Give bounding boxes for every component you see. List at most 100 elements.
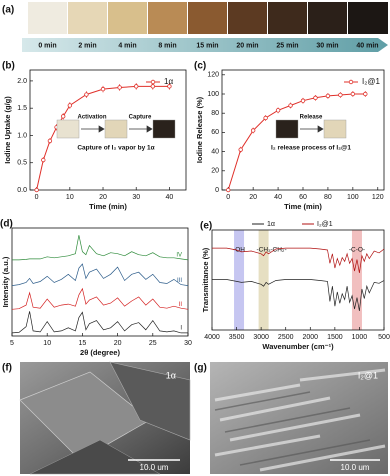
sem-tag: 1α — [166, 370, 176, 380]
y-tick-label: 100 — [207, 91, 219, 98]
x-tick-label: 20 — [249, 194, 257, 201]
data-point — [34, 187, 39, 193]
x-tick-label: 120 — [372, 194, 384, 201]
plot-frame — [221, 69, 385, 191]
x-tick-label: 40 — [166, 194, 174, 201]
data-point — [250, 128, 256, 133]
x-tick-label: 5 — [10, 340, 14, 347]
band-label: -CH₂- — [270, 247, 286, 254]
y-tick-label: 0.0 — [17, 187, 27, 194]
plot-frame — [211, 229, 385, 331]
sem-tag: I₂@1 — [358, 370, 378, 380]
data-point — [41, 157, 46, 163]
x-axis-label: Time (min) — [284, 202, 322, 211]
data-point — [47, 138, 53, 144]
data-point — [84, 92, 89, 97]
data-line — [212, 247, 385, 273]
time-label: 40 min — [356, 42, 378, 49]
panel-label: (d) — [0, 219, 13, 230]
data-point — [313, 95, 318, 101]
data-point — [325, 93, 331, 99]
y-axis-label: Transmittance (%) — [201, 247, 210, 312]
x-tick-label: 30 — [132, 194, 140, 201]
y-axis-label: Intensity (a.u.) — [1, 256, 10, 307]
x-tick-label: 4000 — [204, 334, 220, 341]
x-tick-label: 500 — [378, 334, 390, 341]
x-tick-label: 0 — [226, 194, 230, 201]
x-tick-label: 2500 — [278, 334, 294, 341]
time-label: 2 min — [78, 42, 96, 49]
panel-label: (c) — [194, 61, 206, 72]
scale-bar-label: 10.0 um — [140, 463, 169, 472]
time-label: 0 min — [38, 42, 56, 49]
data-point — [226, 187, 231, 193]
inset-arrow — [129, 125, 153, 133]
data-point — [350, 91, 356, 97]
data-point — [134, 84, 139, 89]
x-tick-label: 20 — [99, 194, 107, 201]
y-tick-label: 40 — [211, 148, 219, 155]
legend-label: 1α — [164, 77, 173, 86]
time-label: 15 min — [196, 42, 218, 49]
data-line — [11, 263, 189, 286]
time-label: 4 min — [118, 42, 136, 49]
plot-frame — [11, 227, 189, 337]
y-tick-label: 1.0 — [17, 132, 27, 139]
data-point — [100, 86, 106, 92]
legend-marker — [150, 79, 156, 85]
y-axis-label: Iodine Release (%) — [195, 96, 204, 163]
inset-arrow — [81, 125, 105, 133]
data-line — [36, 85, 170, 191]
panel-label: (g) — [194, 363, 207, 374]
x-tick-label: 60 — [299, 194, 307, 201]
inset-arrow — [300, 125, 324, 133]
inset-photo — [104, 119, 128, 139]
y-tick-label: 120 — [207, 72, 219, 79]
trace-label: II — [179, 302, 183, 308]
inset-step: Activation — [77, 115, 106, 121]
band — [258, 230, 269, 330]
x-tick-label: 30 — [184, 340, 192, 347]
data-point — [60, 114, 66, 119]
inset-photo — [275, 119, 299, 139]
x-tick-label: 3500 — [229, 334, 245, 341]
x-tick-label: 1000 — [352, 334, 368, 341]
y-tick-label: 80 — [211, 110, 219, 117]
trace-label: I — [180, 325, 182, 331]
trace-label: III — [177, 278, 182, 284]
photo-strip — [22, 2, 388, 52]
panel-label: (e) — [200, 221, 212, 232]
data-point — [117, 85, 122, 90]
band-label: -C-O- — [349, 247, 365, 254]
x-axis-label: Time (min) — [89, 202, 127, 211]
inset-photo — [56, 119, 80, 139]
legend-label: 1α — [267, 221, 275, 228]
data-line — [227, 93, 366, 191]
data-point — [238, 147, 243, 152]
legend-label: I₂@1 — [317, 221, 333, 228]
y-tick-label: 60 — [211, 129, 219, 136]
x-tick-label: 100 — [347, 194, 359, 201]
legend-marker — [348, 79, 354, 85]
data-point — [263, 115, 268, 121]
y-tick-label: 1.5 — [17, 105, 27, 112]
inset-photo — [152, 119, 176, 139]
x-tick-label: 1500 — [327, 334, 343, 341]
data-point — [338, 92, 343, 98]
legend-label: I₂@1 — [362, 77, 380, 86]
x-tick-label: 20 — [114, 340, 122, 347]
data-line — [11, 311, 188, 334]
time-label: 25 min — [276, 42, 298, 49]
time-label: 20 min — [236, 42, 258, 49]
band — [351, 230, 362, 330]
y-tick-label: 2.0 — [17, 78, 27, 85]
inset-caption: I₂ release process of I₂@1 — [271, 145, 351, 152]
band — [234, 230, 245, 330]
data-point — [167, 84, 172, 89]
time-label: 30 min — [316, 42, 338, 49]
panel-label: (f) — [2, 363, 12, 374]
x-tick-label: 10 — [66, 194, 74, 201]
data-point — [150, 84, 156, 89]
data-point — [275, 108, 281, 113]
x-tick-label: 40 — [274, 194, 282, 201]
